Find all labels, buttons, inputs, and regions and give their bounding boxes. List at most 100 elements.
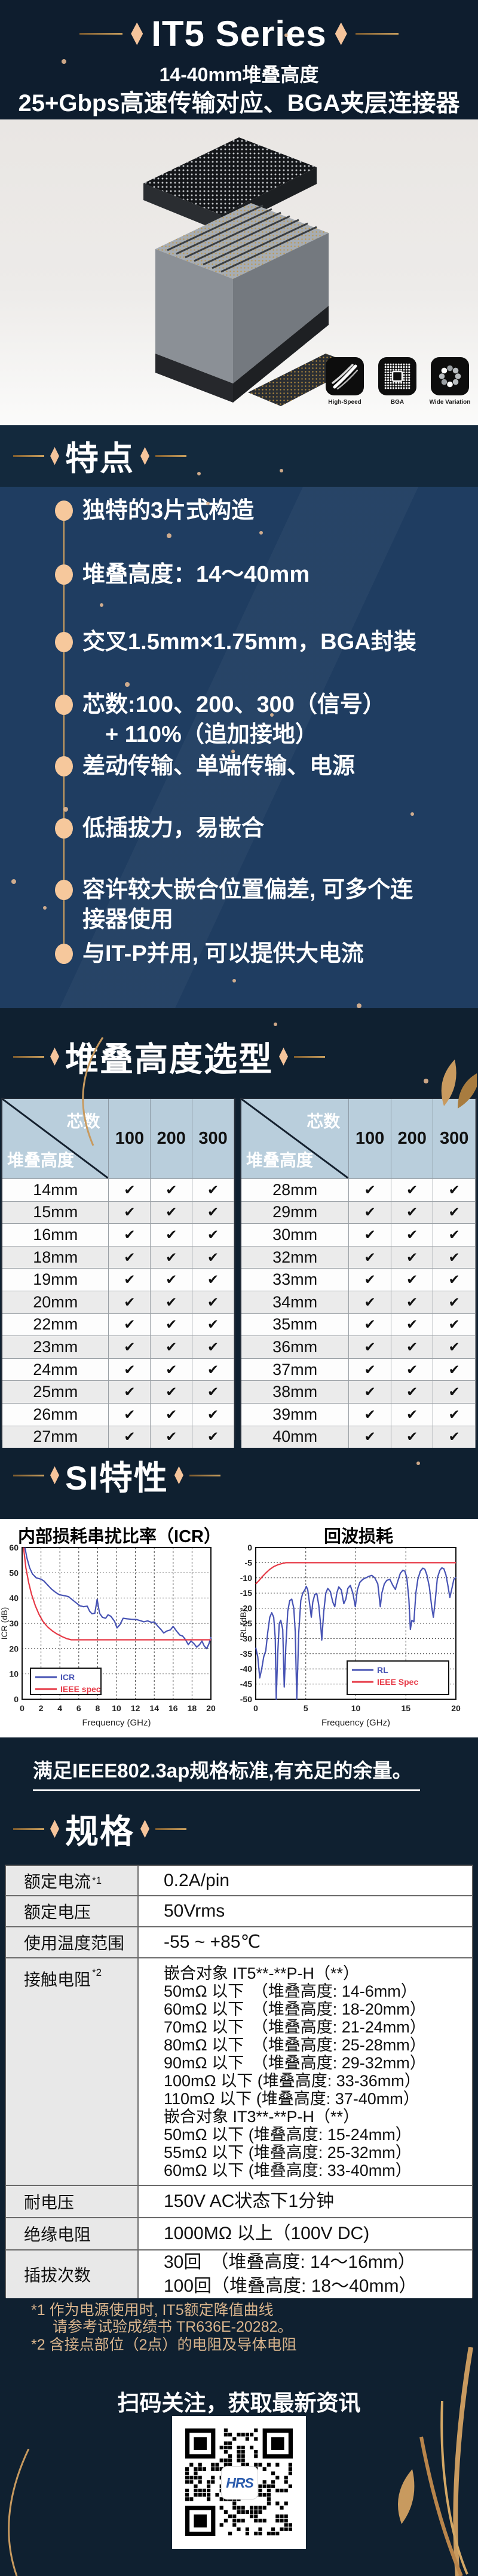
check-mark: ✔ (109, 1336, 151, 1358)
column-header: 200 (151, 1099, 193, 1178)
row-label: 22mm (2, 1313, 109, 1336)
spec-label: 额定电压 (6, 1896, 139, 1926)
badge: High-Speed (323, 357, 367, 406)
row-label: 39mm (241, 1403, 350, 1426)
decorative-line (294, 1055, 325, 1058)
row-label: 35mm (241, 1313, 350, 1336)
table-row: 26mm ✔ ✔ ✔ (2, 1402, 234, 1426)
table-row: 36mm ✔ ✔ ✔ (241, 1335, 476, 1358)
check-mark: ✔ (433, 1381, 476, 1403)
decorative-dot (206, 502, 210, 505)
table-row: 14mm ✔ ✔ ✔ (2, 1178, 234, 1201)
check-mark: ✔ (433, 1179, 476, 1201)
spec-label: 使用温度范围 (6, 1927, 139, 1957)
spec-value: 0.2A/pin (139, 1866, 472, 1895)
table-row: 34mm ✔ ✔ ✔ (241, 1290, 476, 1313)
svg-text:Frequency (GHz): Frequency (GHz) (82, 1718, 151, 1728)
check-mark: ✔ (433, 1358, 476, 1381)
check-mark: ✔ (349, 1291, 391, 1313)
decorative-dot (232, 979, 236, 982)
page-title: IT5 Series (151, 14, 327, 54)
table-row: 18mm ✔ ✔ ✔ (2, 1245, 234, 1269)
series-RL (255, 1567, 456, 1700)
row-label: 19mm (2, 1269, 109, 1291)
spec-label: 耐电压 (6, 2186, 139, 2217)
table-row: 16mm ✔ ✔ ✔ (2, 1223, 234, 1246)
feature-item: 芯数:100、200、300（信号） + 110%（追加接地） (82, 692, 385, 747)
timeline-dot (55, 632, 73, 652)
table-row: 29mm ✔ ✔ ✔ (241, 1201, 476, 1224)
feature-item: 低插拔力，易嵌合 (82, 816, 265, 841)
si-charts-panel: 内部损耗串扰比率（ICR） 0 2 4 6 8 10 12 14 16 18 20 0 10 20 30 40… (0, 1519, 478, 1737)
decorative-grass (398, 2347, 473, 2576)
check-mark: ✔ (192, 1224, 234, 1246)
footer-cta: 扫码关注，获取最新资讯 (117, 2391, 361, 2415)
decorative-dot (416, 1462, 420, 1465)
spec-value: -55 ~ +85℃ (139, 1927, 472, 1957)
check-mark: ✔ (433, 1269, 476, 1291)
row-label: 23mm (2, 1336, 109, 1358)
svg-text:0: 0 (247, 1544, 252, 1552)
check-mark: ✔ (151, 1291, 193, 1313)
check-mark: ✔ (109, 1269, 151, 1291)
spec-value: 嵌合对象 IT5**-**P-H（**） 50mΩ 以下 （堆叠高度: 14-6m… (139, 1958, 472, 2185)
stack-table-left: 芯数 堆叠高度 100 200 300 14mm ✔ ✔ ✔ 15mm ✔ ✔ ✔ 16mm ✔ ✔ ✔ 18mm… (1, 1098, 235, 1448)
decorative-dot (259, 531, 263, 535)
spec-row: 插拔次数 30回 （堆叠高度: 14～16mm） 100回（堆叠高度: 18～40m… (6, 2250, 472, 2298)
check-mark: ✔ (349, 1403, 391, 1426)
table-row: 25mm ✔ ✔ ✔ (2, 1380, 234, 1403)
timeline-dot (55, 564, 73, 585)
header-tagline: 25+Gbps高速传输对应、BGA夹层连接器 (18, 90, 460, 116)
svg-text:6: 6 (76, 1703, 81, 1713)
feature-item: 堆叠高度：14～40mm (82, 562, 310, 587)
check-mark: ✔ (109, 1291, 151, 1313)
stack-table-right: 芯数 堆叠高度 100 200 300 28mm ✔ ✔ ✔ 29mm ✔ ✔ ✔ 30mm ✔ ✔ ✔ 32mm… (240, 1098, 477, 1448)
svg-text:0: 0 (20, 1703, 24, 1713)
check-mark: ✔ (151, 1246, 193, 1269)
diamond-icon (131, 22, 143, 45)
product-photo-section: High-Speed BGA Wide Variation (0, 119, 478, 425)
feature-badges: High-Speed BGA Wide Variation (323, 357, 472, 406)
corner-label-height: 堆叠高度 (7, 1151, 75, 1169)
feature-item: 交叉1.5mm×1.75mm，BGA封装 (82, 630, 416, 655)
series-ICR (24, 1547, 212, 1650)
diamond-icon (50, 447, 59, 465)
table-row: 40mm ✔ ✔ ✔ (241, 1425, 476, 1448)
table-row: 22mm ✔ ✔ ✔ (2, 1313, 234, 1336)
corner-label-pins: 芯数 (66, 1112, 100, 1131)
check-mark: ✔ (349, 1201, 391, 1224)
qr-code: HRS (172, 2416, 306, 2549)
svg-text:-40: -40 (240, 1664, 252, 1674)
stack-height-section-header: 堆叠高度选型 (0, 1015, 478, 1098)
badge: Wide Variation (428, 357, 472, 406)
decorative-line (355, 33, 399, 35)
decorative-dot (62, 59, 66, 64)
svg-text:2: 2 (39, 1703, 44, 1713)
decorative-dot (11, 879, 16, 884)
row-label: 27mm (2, 1426, 109, 1448)
check-mark: ✔ (391, 1403, 434, 1426)
svg-text:14: 14 (149, 1703, 159, 1713)
table-header-row: 芯数 堆叠高度 100 200 300 (2, 1099, 234, 1178)
row-label: 40mm (241, 1426, 350, 1448)
ieee-compliance-note: 满足IEEE802.3ap规格标准,有充足的余量。 (33, 1755, 421, 1791)
row-label: 36mm (241, 1336, 350, 1358)
decorative-flourish (82, 1037, 104, 1146)
table-row: 27mm ✔ ✔ ✔ (2, 1425, 234, 1448)
check-mark: ✔ (349, 1224, 391, 1246)
diamond-icon (335, 22, 347, 45)
check-mark: ✔ (192, 1179, 234, 1201)
check-mark: ✔ (349, 1246, 391, 1269)
badge-square (431, 357, 469, 395)
check-mark: ✔ (192, 1426, 234, 1448)
check-mark: ✔ (349, 1269, 391, 1291)
check-mark: ✔ (433, 1313, 476, 1336)
svg-text:-35: -35 (240, 1649, 252, 1659)
decorative-dot (357, 1003, 361, 1008)
row-label: 26mm (2, 1403, 109, 1426)
header-section: IT5 Series 14-40mm堆叠高度 25+Gbps高速传输对应、BGA… (0, 0, 478, 119)
feature-item: 与IT-P并用, 可以提供大电流 (82, 941, 364, 966)
check-mark: ✔ (433, 1201, 476, 1224)
check-mark: ✔ (109, 1358, 151, 1381)
corner-label-height: 堆叠高度 (246, 1151, 314, 1169)
